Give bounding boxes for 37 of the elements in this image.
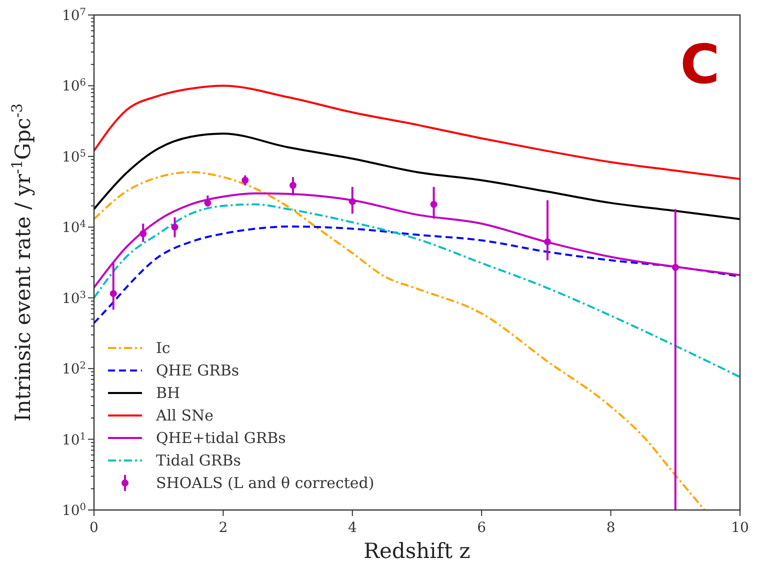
- point: [140, 230, 147, 238]
- y-tick-label: 10$^{0}$: [62, 502, 86, 519]
- x-tick-label: 8: [606, 520, 616, 536]
- point: [430, 200, 438, 208]
- legend-label: SHOALS (L and θ corrected): [156, 474, 374, 492]
- point: [544, 238, 551, 246]
- legend-label: All SNe: [155, 406, 214, 424]
- x-axis-title: Redshift z: [364, 539, 470, 563]
- line-series: [94, 132, 740, 220]
- y-tick-label: 10$^{7}$: [62, 6, 86, 24]
- y-tick-label: 10$^{6}$: [62, 77, 86, 95]
- point: [171, 224, 178, 231]
- x-tick-label: 4: [348, 520, 357, 536]
- y-tick-label: 10$^{5}$: [62, 148, 86, 166]
- y-tick-label: 10$^{4}$: [62, 218, 86, 236]
- point: [242, 176, 249, 184]
- y-tick-label: 10$^{1}$: [62, 430, 86, 448]
- legend-label: Tidal GRBs: [156, 452, 241, 470]
- y-tick-label: 10$^{2}$: [62, 360, 86, 378]
- line-series: [94, 171, 706, 510]
- x-tick-label: 2: [218, 520, 228, 536]
- line-series: [94, 84, 740, 180]
- point: [289, 182, 296, 189]
- point: [110, 290, 117, 298]
- legend-label: BH: [156, 384, 180, 402]
- legend-label: QHE+tidal GRBs: [156, 429, 286, 447]
- x-tick-label: 6: [477, 520, 486, 536]
- y-tick-label: 10$^{3}$: [62, 289, 86, 307]
- legend-label: QHE GRBs: [156, 362, 240, 380]
- x-tick-label: 10: [731, 520, 749, 536]
- x-tick-label: 0: [90, 520, 98, 536]
- legend-label: Ic: [156, 339, 170, 357]
- point: [348, 198, 356, 206]
- annotation: C: [680, 33, 720, 96]
- point: [204, 199, 212, 206]
- line-series: [94, 203, 740, 378]
- point: [672, 264, 679, 271]
